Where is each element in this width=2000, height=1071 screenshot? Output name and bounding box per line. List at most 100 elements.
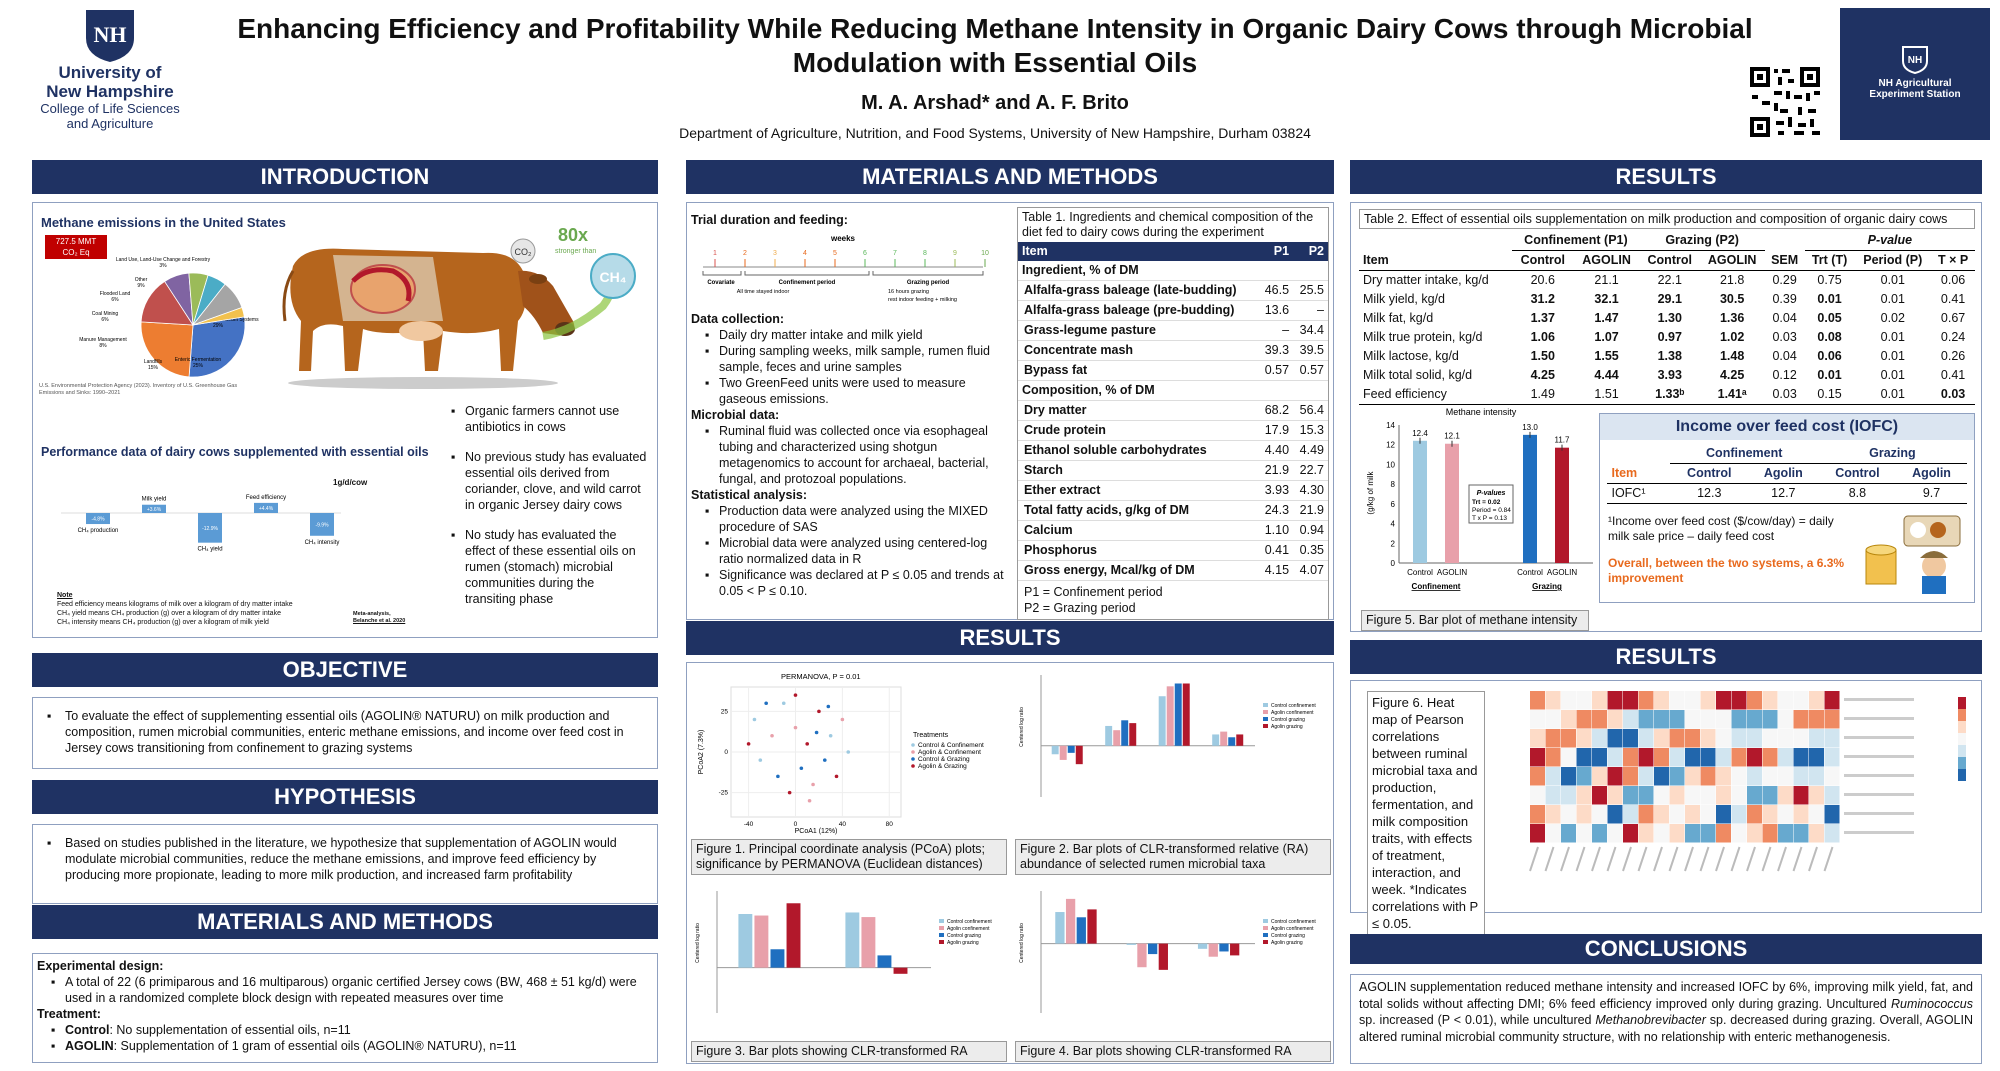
clr-legend-item: Control grazing: [1271, 933, 1305, 939]
unh-shield-icon: NH: [86, 10, 134, 62]
clr-legend-swatch: [1263, 710, 1268, 714]
table1-cell: 34.4: [1299, 323, 1324, 337]
heatmap-cell: [1809, 824, 1824, 843]
table2-cell: 1.55: [1594, 349, 1619, 363]
timeline-week: 8: [923, 250, 927, 257]
table2-cell: 0.26: [1940, 349, 1966, 363]
iofc-box: Income over feed cost (IOFC) Confinement…: [1599, 413, 1975, 603]
heatmap-cell: [1778, 729, 1793, 748]
table2-cell: 1.07: [1594, 330, 1619, 344]
heatmap-cell: [1654, 767, 1669, 786]
unh-name-line2: New Hampshire: [46, 82, 174, 101]
clr-legend-swatch: [1263, 717, 1268, 721]
table2-head-pvalue: P-value: [1804, 231, 1975, 251]
table2-cell: 4.25: [1530, 368, 1555, 382]
heatmap-cell: [1747, 805, 1762, 824]
clr-bar: [1067, 745, 1075, 753]
micro-heading: Microbial data:: [691, 408, 780, 422]
perf-value-label: -4.8%: [91, 517, 105, 523]
table2-row: Milk fat, kg/d 1.37 1.47 1.30 1.36 0.04 0.05 0.…: [1359, 309, 1975, 328]
timeline-grazing-note: 16 hours grazing: [888, 289, 929, 295]
introduction-panel: Methane emissions in the United States 7…: [32, 202, 658, 638]
heatmap-cell: [1561, 748, 1576, 767]
heatmap-cell: [1793, 786, 1809, 805]
pcoa-legend-dot: [911, 750, 915, 754]
heatmap-col-label: [1560, 846, 1570, 872]
heatmap-cell: [1793, 824, 1809, 843]
table1-row: Starch 21.9 22.7: [1018, 461, 1328, 481]
pie-slice-pct: 6%: [101, 317, 109, 323]
timeline-covariate: Covariate: [707, 280, 735, 286]
bracket: [702, 271, 742, 276]
heatmap-cell: [1607, 729, 1623, 748]
perf-bar-label: Feed efficiency: [246, 495, 286, 501]
clr-bar: [1220, 731, 1228, 746]
heatmap-cell: [1824, 767, 1840, 786]
table1-cell: Ether extract: [1024, 483, 1101, 497]
methane-ytick: 12: [1386, 441, 1395, 450]
perf-bar-label: CH₄ production: [78, 528, 119, 534]
table2-cell: 0.02: [1880, 311, 1905, 325]
perf-value-label: +3.6%: [147, 507, 162, 513]
clr-legend-item: Control confinement: [1271, 703, 1316, 709]
pvalue-box: [1468, 484, 1514, 524]
table1-section-row: Ingredient, % of DM: [1018, 261, 1328, 281]
table2-row: Milk yield, kg/d 31.2 32.1 29.1 30.5 0.39 0.01…: [1359, 290, 1975, 309]
treatment-control: Control: No supplementation of essential…: [47, 1022, 653, 1038]
timeline-indoor: All time stayed indoor: [737, 289, 790, 295]
table2-cell: 0.04: [1772, 311, 1797, 325]
clr-bar: [1174, 683, 1182, 746]
heatmap-cell: [1638, 729, 1654, 748]
table1-cell: Crude protein: [1024, 423, 1106, 437]
table1-cell: 39.3: [1264, 343, 1290, 357]
p2-note: P2 = Grazing period: [1024, 601, 1136, 615]
pcoa-legend-item: Control & Grazing: [918, 756, 970, 763]
unh-logo: NH University of New Hampshire College o…: [30, 8, 190, 148]
table1-row: Dry matter 68.2 56.4: [1018, 401, 1328, 421]
table2-cell: 20.6: [1530, 273, 1555, 287]
methane-value-label: 12.1: [1444, 432, 1460, 441]
table2-cell: 1.47: [1594, 311, 1619, 325]
clr-bar: [738, 914, 753, 968]
table1-row: Total fatty acids, g/kg of DM 24.3 21.9: [1018, 501, 1328, 521]
perf-bar: [86, 513, 110, 525]
pie-slice-label: Enteric Fermentation: [175, 357, 222, 363]
table1-caption: Table 1. Ingredients and chemical compos…: [1022, 210, 1314, 239]
heatmap-col-label: [1622, 846, 1632, 872]
mm-center-panel: Trial duration and feeding: weeks 1 2 3 4 5 6 7…: [686, 202, 1334, 620]
college-line1: College of Life Sciences: [40, 101, 180, 116]
results-right-banner: RESULTS: [1350, 160, 1982, 194]
pie-slice: [192, 306, 245, 326]
table2-cell: 1.02: [1719, 330, 1745, 344]
table1-cell: Calcium: [1024, 523, 1073, 537]
iofc-col: Control: [1687, 466, 1732, 480]
agolin-desc: : Supplementation of 1 gram of essential…: [113, 1039, 517, 1053]
pie-slice: [140, 280, 194, 326]
pcoa-ytick: 25: [721, 708, 729, 715]
table2-cell: 1.36: [1719, 311, 1745, 325]
table2-row: Milk true protein, kg/d 1.06 1.07 0.97 1.02 0…: [1359, 328, 1975, 347]
intro-bullet: Organic farmers cannot use antibiotics i…: [447, 403, 647, 435]
pie-slice-pct: 8%: [99, 343, 107, 349]
table1-cell: Ingredient, % of DM: [1022, 263, 1139, 277]
clr-legend-item: Agolin confinement: [947, 926, 990, 932]
clr-bar: [786, 903, 801, 968]
table2-cell: 0.75: [1817, 273, 1842, 287]
table2-item: Feed efficiency: [1363, 387, 1447, 401]
pie-slice-label: Manure Management: [79, 337, 127, 343]
table2-cell: 0.06: [1817, 349, 1842, 363]
pie-title: Methane emissions in the United States: [41, 215, 286, 230]
conclusion-part: sp. increased (P < 0.01), while uncultur…: [1359, 1013, 1596, 1027]
iofc-col: Control: [1835, 466, 1880, 480]
heatmap-cell: [1607, 748, 1623, 767]
table2-cell: 1.30: [1657, 311, 1682, 325]
pcoa-point: [787, 790, 792, 795]
clr-legend-swatch: [1263, 724, 1268, 728]
pcoa-point: [770, 733, 774, 738]
table1-cell: 4.15: [1264, 563, 1290, 577]
iofc-value: 9.7: [1922, 486, 1941, 500]
heatmap-cell: [1561, 805, 1576, 824]
heatmap-cell: [1793, 805, 1809, 824]
nh-shield-icon: NH: [1902, 46, 1928, 74]
heatmap-cell: [1592, 710, 1607, 729]
